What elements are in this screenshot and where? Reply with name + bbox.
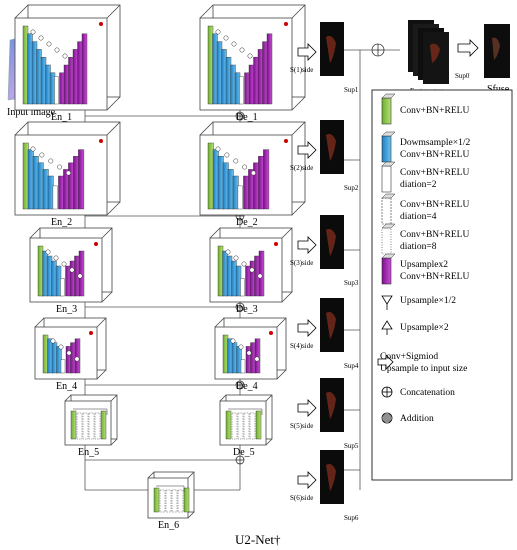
legend-item-hollow-arrow: Conv+Sigmiod Upsample to input size	[377, 352, 467, 374]
side-label: S(1)side	[290, 66, 313, 74]
legend-text: diation=4	[400, 212, 437, 222]
legend-item-upsample-block: Upsamplex2 Conv+BN+RELU	[381, 253, 469, 285]
legend-text: Concatenation	[400, 388, 455, 398]
sup0-label: Sup0	[455, 72, 470, 80]
en5-label: En_5	[78, 447, 99, 458]
legend-text: Conv+Sigmiod	[380, 352, 438, 362]
side-outputs: S(1)side Sup1 S(2)side Sup2 S(3)side Sup3 S(4)…	[290, 22, 359, 522]
legend-item-dilation8-block: Conv+BN+RELU diation=8	[381, 223, 469, 255]
side-arrow-icon	[297, 43, 317, 61]
en4-label: En_4	[56, 381, 77, 392]
legend-text: Conv+BN+RELU	[400, 168, 469, 178]
en5-block: En_5	[64, 394, 118, 458]
legend-item-downsample-block: Dowmsample×1/2 Conv+BN+RELU	[381, 131, 471, 163]
legend: Conv+BN+RELUDowmsample×1/2Conv+BN+RELUCo…	[371, 89, 513, 481]
side-arrow-icon	[297, 141, 317, 159]
legend-text: Addition	[400, 414, 434, 424]
side-arrow-icon	[297, 399, 317, 417]
en6-block: En_6	[147, 471, 195, 531]
de2-label: De_2	[236, 217, 258, 228]
en3-block: En_3	[29, 227, 113, 315]
rsu-blocks: En_1 De_1 En_2 De_2 En_3 De_3 En_4 De_4 En_5 De_5…	[14, 4, 306, 531]
legend-text: diation=2	[400, 180, 437, 190]
input-label: Input image	[7, 107, 56, 118]
de1-block: De_1	[199, 4, 306, 123]
side-output-3: S(3)side Sup3	[290, 215, 359, 287]
de4-block: De_4	[214, 317, 287, 392]
legend-item-dilation4-block: Conv+BN+RELU diation=4	[381, 193, 469, 225]
downsample-block-icon	[381, 135, 392, 163]
legend-item-dilation2-block: Conv+BN+RELU diation=2	[381, 161, 469, 193]
en2-block: En_2	[14, 121, 121, 228]
side-label: S(3)side	[290, 259, 313, 267]
en2-label: En_2	[51, 217, 72, 228]
de4-label: De_4	[236, 381, 258, 392]
sup-label: Sup1	[344, 86, 359, 94]
upsample-block-icon	[381, 257, 392, 285]
down-arrow-icon	[381, 295, 393, 305]
legend-item-concat-symbol: Concatenation	[381, 386, 455, 398]
side-output-5: S(5)side Sup5	[290, 378, 359, 450]
side-output-6: S(6)side Sup6	[290, 450, 359, 522]
legend-item-down-arrow: Upsample×1/2	[381, 295, 456, 310]
dilation2-block-icon	[381, 165, 392, 193]
legend-text: Upsamplex2	[400, 260, 448, 270]
en1-label: En_1	[51, 112, 72, 123]
legend-item-add-symbol: Addition	[381, 412, 434, 424]
sup-label: Sup6	[344, 514, 359, 522]
legend-text: Conv+BN+RELU	[400, 272, 469, 282]
legend-text: Dowmsample×1/2	[400, 138, 471, 148]
side-arrow-icon	[297, 471, 317, 489]
side-label: S(5)side	[290, 422, 313, 430]
legend-text: Upsample to input size	[380, 364, 467, 374]
legend-text: Upsample×1/2	[400, 296, 456, 306]
side-label: S(6)side	[290, 494, 313, 502]
dilation4-block-icon	[381, 197, 392, 225]
sup-label: Sup3	[344, 279, 359, 287]
de5-label: De_5	[233, 447, 255, 458]
en6-label: En_6	[158, 520, 179, 531]
concat-nodes	[235, 43, 385, 465]
en1-block: En_1	[14, 4, 121, 123]
side-label: S(2)side	[290, 164, 313, 172]
sup-label: Sup5	[344, 442, 359, 450]
de5-block: De_5	[219, 394, 273, 458]
add-icon	[381, 412, 393, 424]
conv-block-icon	[381, 97, 392, 125]
sup-label: Sup2	[344, 184, 359, 192]
de1-label: De_1	[236, 112, 258, 123]
de2-block: De_2	[199, 121, 306, 228]
diagram-title: U2-Net†	[235, 532, 281, 547]
side-arrow-icon	[297, 236, 317, 254]
side-output-4: S(4)side Sup4	[290, 298, 359, 370]
side-output-2: S(2)side Sup2	[290, 120, 359, 192]
de3-label: De_3	[236, 304, 258, 315]
side-label: S(4)side	[290, 342, 313, 350]
en3-label: En_3	[56, 304, 77, 315]
fuse-label: Sfuse	[487, 84, 510, 95]
side-output-1: S(1)side Sup1	[290, 22, 359, 94]
fuse-arrow-icon	[457, 39, 479, 57]
legend-text: Upsample×2	[400, 323, 449, 333]
dilation8-block-icon	[381, 227, 392, 255]
legend-text: Conv+BN+RELU	[400, 230, 469, 240]
sup-label: Sup4	[344, 362, 359, 370]
legend-text: diation=8	[400, 242, 437, 252]
hollow-arrow-icon	[377, 354, 394, 370]
feature-map-group: Feature map Sup0 Sfuse	[408, 20, 510, 95]
legend-item-conv-block: Conv+BN+RELU	[381, 93, 469, 125]
legend-text: Conv+BN+RELU	[400, 200, 469, 210]
legend-item-up-arrow: Upsample×2	[381, 320, 449, 335]
de3-block: De_3	[209, 227, 293, 315]
en4-block: En_4	[34, 317, 107, 392]
side-arrow-icon	[297, 319, 317, 337]
legend-text: Conv+BN+RELU	[400, 150, 469, 160]
legend-text: Conv+BN+RELU	[400, 106, 469, 116]
